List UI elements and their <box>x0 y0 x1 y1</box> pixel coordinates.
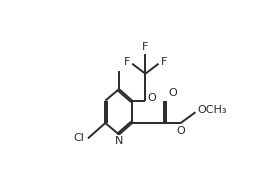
Text: Cl: Cl <box>73 133 84 143</box>
Text: F: F <box>142 42 148 52</box>
Text: O: O <box>168 88 177 98</box>
Text: O: O <box>176 126 185 136</box>
Text: OCH₃: OCH₃ <box>198 105 227 115</box>
Text: O: O <box>147 93 156 103</box>
Text: F: F <box>124 57 130 67</box>
Text: F: F <box>161 57 167 67</box>
Text: N: N <box>115 136 123 146</box>
